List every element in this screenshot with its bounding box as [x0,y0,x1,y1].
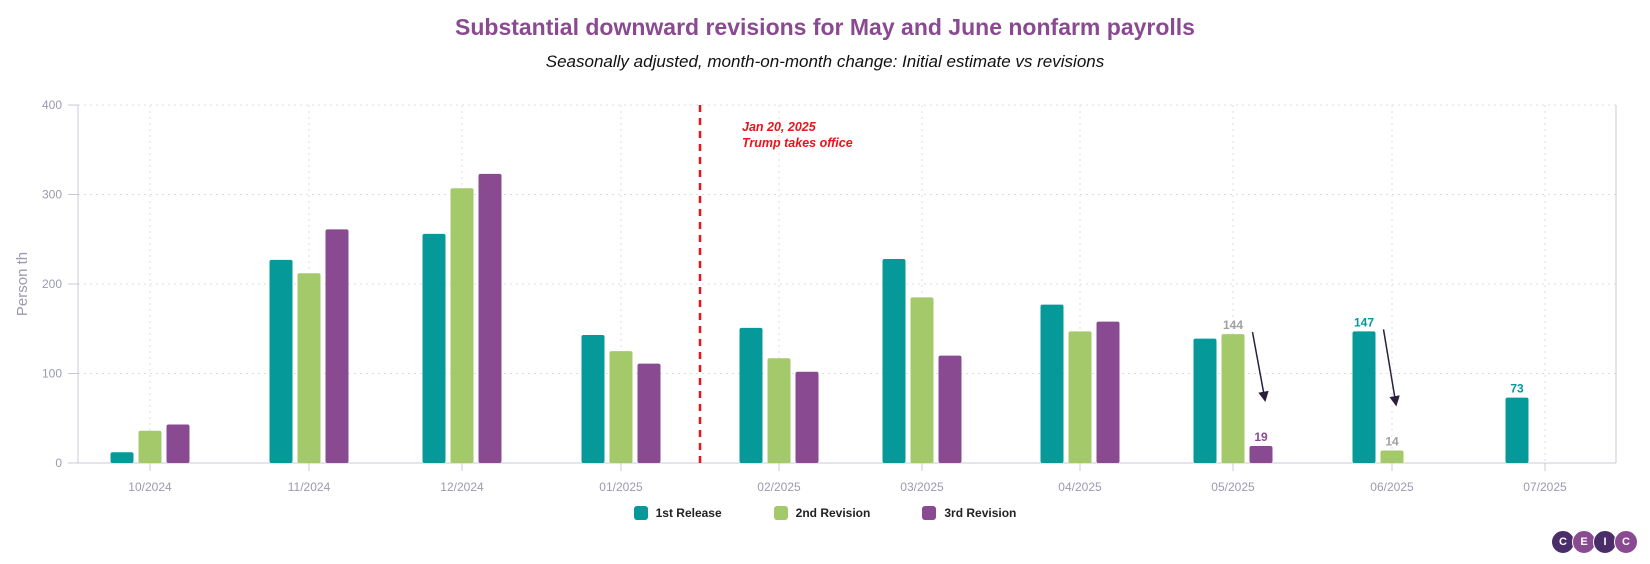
x-tick-label: 05/2025 [1211,480,1255,494]
legend-label: 2nd Revision [795,506,871,520]
y-tick-label: 300 [42,188,62,202]
annotation-date: Jan 20, 2025 [742,120,817,134]
y-tick-label: 0 [55,456,62,470]
x-tick-label: 12/2024 [440,480,484,494]
y-axis-label: Person th [14,252,31,316]
bar [1221,334,1245,463]
x-tick-label: 10/2024 [128,480,172,494]
bar [166,424,190,463]
legend-swatch [773,506,788,520]
x-tick-label: 01/2025 [599,480,643,494]
legend-label: 1st Release [655,506,722,520]
bar [269,259,293,463]
x-tick-label: 02/2025 [757,480,801,494]
bar [609,351,633,463]
data-label: 19 [1254,430,1268,444]
bar [1193,338,1217,463]
y-tick-label: 400 [42,98,62,112]
bar [138,430,162,463]
bar [882,258,906,463]
legend-item[interactable]: 2nd Revision [773,506,871,520]
data-label: 147 [1354,315,1374,329]
bar [450,188,474,464]
bar [910,297,934,463]
annotation-text: Trump takes office [742,136,853,150]
legend-item[interactable]: 1st Release [633,506,722,520]
logo-letter: E [1572,530,1596,554]
bar [1380,450,1404,463]
chart-title: Substantial downward revisions for May a… [455,14,1195,40]
bar [478,173,502,464]
x-tick-label: 03/2025 [900,480,944,494]
logo-letter: C [1614,530,1638,554]
legend-swatch [633,506,648,520]
logo-letter: C [1551,530,1575,554]
legend-item[interactable]: 3rd Revision [922,506,1016,520]
logo-letter: I [1593,530,1617,554]
revision-arrow [1251,331,1269,403]
x-tick-label: 11/2024 [288,480,331,494]
bar [110,452,134,463]
bar [739,327,763,463]
x-tick-label: 06/2025 [1370,480,1414,494]
legend-label: 3rd Revision [944,506,1017,520]
bar [325,229,349,463]
chart-subtitle: Seasonally adjusted, month-on-month chan… [545,52,1105,71]
bar [1505,397,1529,463]
legend-swatch [922,506,937,520]
bar [767,358,791,463]
bar [581,335,605,463]
bar [1068,331,1092,463]
legend: 1st Release 2nd Revision 3rd Revision [0,506,1650,520]
x-tick-label: 04/2025 [1058,480,1102,494]
y-tick-label: 100 [42,367,62,381]
data-label: 73 [1510,382,1524,396]
bar [1249,445,1273,463]
data-label: 144 [1223,318,1243,332]
bar [637,363,661,463]
bar [938,355,962,463]
bar [1352,331,1376,463]
data-label: 14 [1385,434,1399,448]
bar [1040,304,1064,463]
bar [795,371,819,463]
bar [1096,321,1120,463]
revision-arrow [1382,329,1400,407]
x-tick-label: 07/2025 [1523,480,1567,494]
bar [297,273,321,463]
y-tick-label: 200 [42,277,62,291]
bar [422,233,446,463]
